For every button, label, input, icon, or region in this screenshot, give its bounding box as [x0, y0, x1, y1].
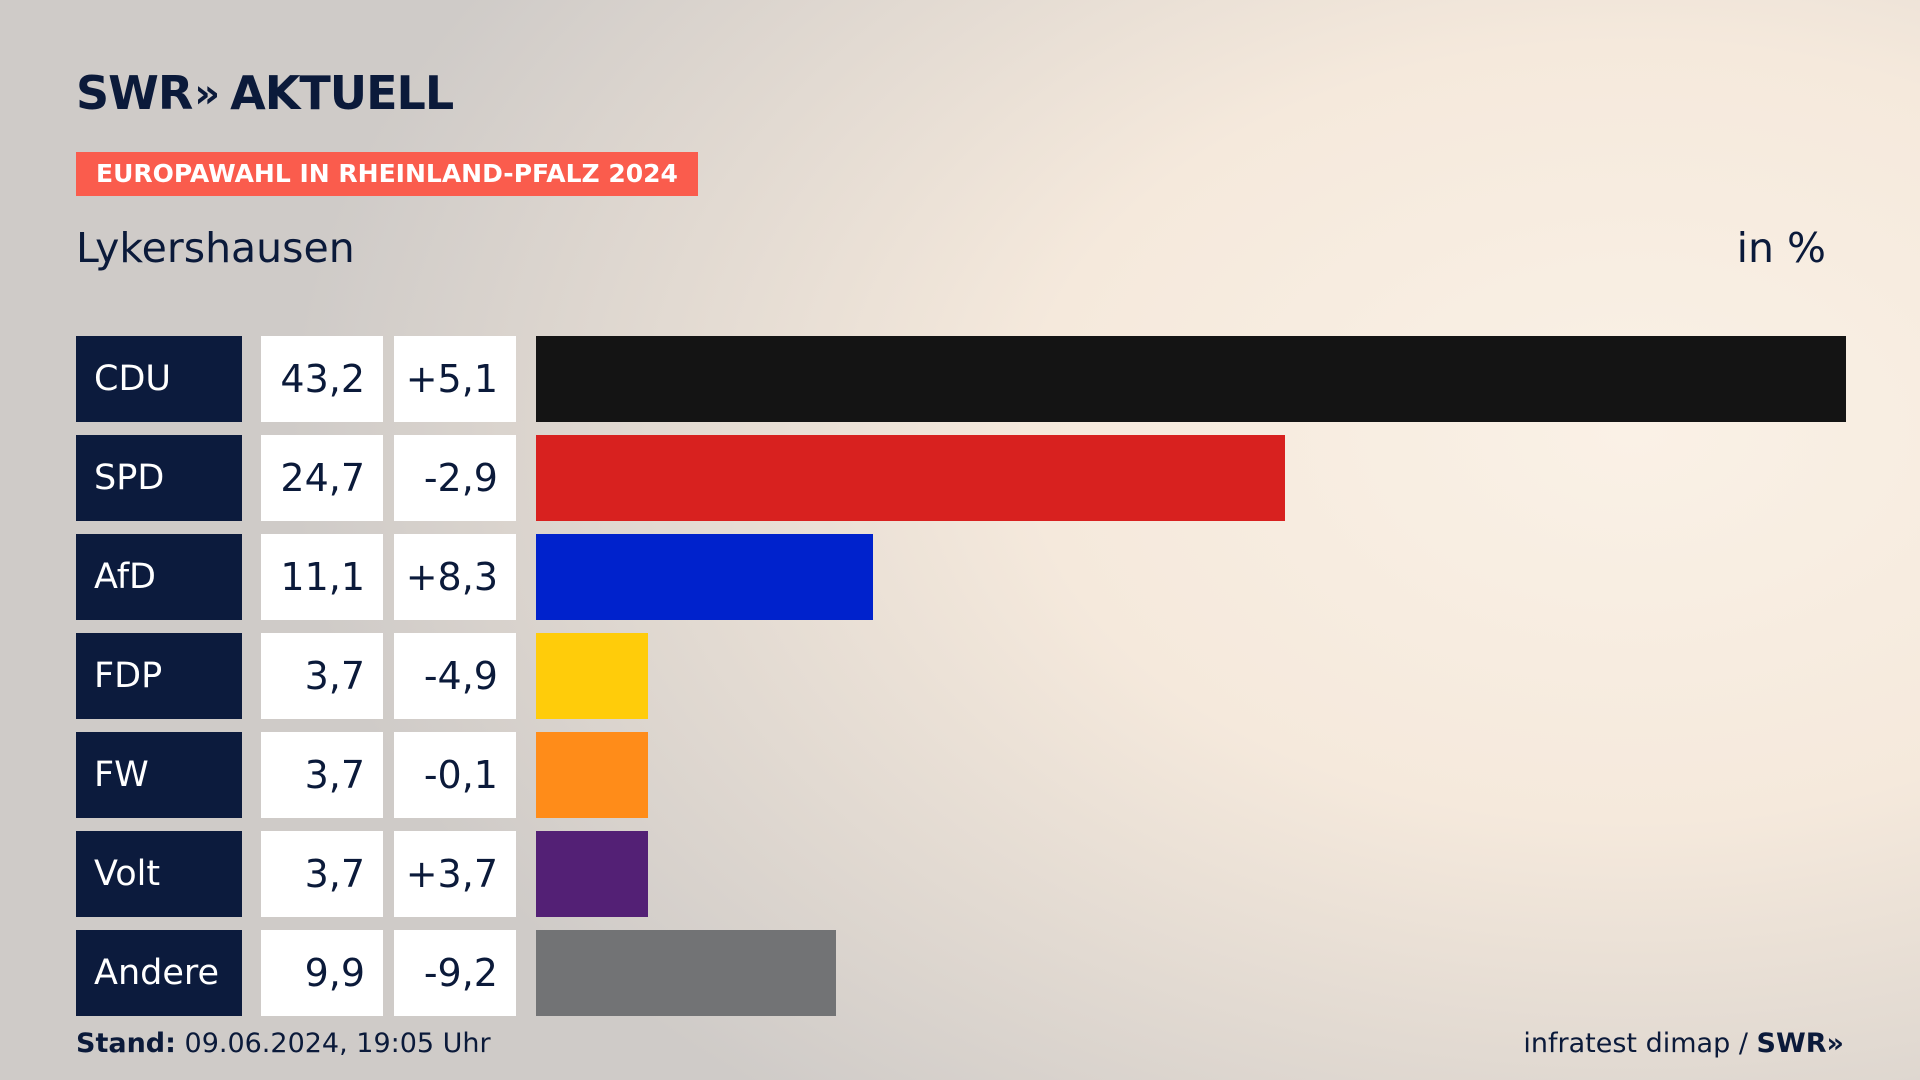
- location-title: Lykershausen: [76, 224, 355, 272]
- result-bar: [536, 732, 648, 818]
- result-bar: [536, 435, 1285, 521]
- result-bar: [536, 930, 836, 1016]
- logo-product: AKTUELL: [230, 66, 454, 120]
- result-row: SPD 24,7 -2,9: [76, 435, 1846, 521]
- result-bar: [536, 633, 648, 719]
- result-row: FDP 3,7 -4,9: [76, 633, 1846, 719]
- party-label: AfD: [76, 534, 242, 620]
- vote-share-value: 9,9: [261, 930, 383, 1016]
- source-brand: SWR»: [1757, 1028, 1844, 1059]
- vote-change-value: -0,1: [394, 732, 516, 818]
- result-row: AfD 11,1 +8,3: [76, 534, 1846, 620]
- source-brand-name: SWR: [1756, 1028, 1827, 1059]
- party-label: SPD: [76, 435, 242, 521]
- vote-share-value: 3,7: [261, 831, 383, 917]
- party-label: Andere: [76, 930, 242, 1016]
- vote-change-value: +8,3: [394, 534, 516, 620]
- vote-share-value: 24,7: [261, 435, 383, 521]
- logo-brand: SWR: [76, 66, 193, 120]
- source-credit: infratest dimap / SWR»: [1523, 1028, 1844, 1059]
- party-label: CDU: [76, 336, 242, 422]
- result-bar: [536, 831, 648, 917]
- vote-change-value: -9,2: [394, 930, 516, 1016]
- result-row: FW 3,7 -0,1: [76, 732, 1846, 818]
- vote-change-value: +3,7: [394, 831, 516, 917]
- result-row: CDU 43,2 +5,1: [76, 336, 1846, 422]
- party-label: Volt: [76, 831, 242, 917]
- party-label: FDP: [76, 633, 242, 719]
- source-arrows-icon: »: [1826, 1028, 1844, 1059]
- vote-share-value: 43,2: [261, 336, 383, 422]
- vote-share-value: 11,1: [261, 534, 383, 620]
- vote-change-value: +5,1: [394, 336, 516, 422]
- vote-share-value: 3,7: [261, 633, 383, 719]
- stand-value: 09.06.2024, 19:05 Uhr: [184, 1028, 491, 1059]
- result-bar: [536, 534, 873, 620]
- vote-share-value: 3,7: [261, 732, 383, 818]
- logo-arrows-icon: »: [194, 71, 220, 117]
- result-row: Volt 3,7 +3,7: [76, 831, 1846, 917]
- source-text: infratest dimap /: [1523, 1028, 1748, 1059]
- result-row: Andere 9,9 -9,2: [76, 930, 1846, 1016]
- stand-label: Stand:: [76, 1028, 176, 1059]
- unit-label: in %: [1736, 224, 1826, 272]
- election-badge: EUROPAWAHL IN RHEINLAND-PFALZ 2024: [76, 152, 698, 196]
- vote-change-value: -4,9: [394, 633, 516, 719]
- result-bar: [536, 336, 1846, 422]
- timestamp: Stand: 09.06.2024, 19:05 Uhr: [76, 1028, 491, 1059]
- vote-change-value: -2,9: [394, 435, 516, 521]
- swr-aktuell-logo: SWR» AKTUELL: [76, 66, 454, 120]
- party-label: FW: [76, 732, 242, 818]
